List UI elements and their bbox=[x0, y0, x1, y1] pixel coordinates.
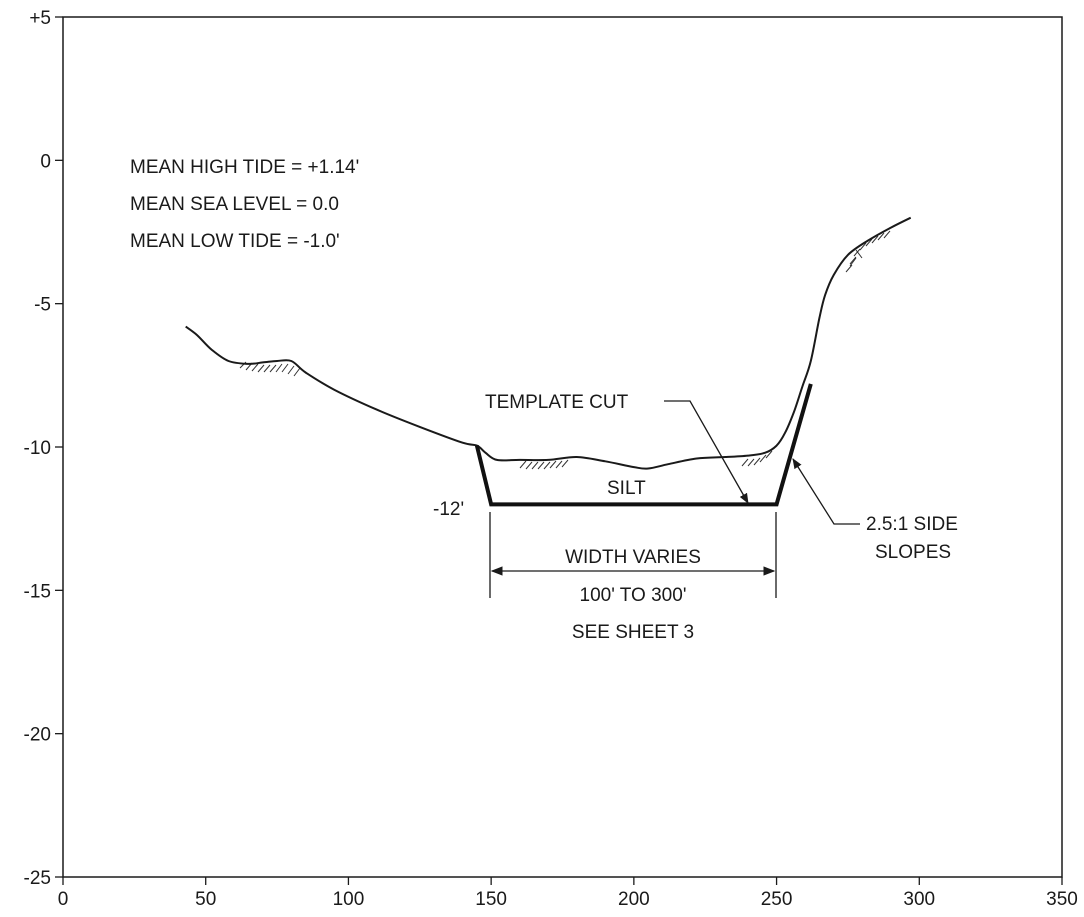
x-axis-ticks: 0 50 100 150 200 250 300 350 bbox=[58, 877, 1078, 910]
existing-ground-profile bbox=[185, 216, 912, 470]
note-mean-sea-level: MEAN SEA LEVEL = 0.0 bbox=[130, 194, 339, 215]
x-tick-label: 150 bbox=[475, 889, 507, 910]
y-tick-label: -20 bbox=[24, 725, 51, 746]
note-mean-high-tide: MEAN HIGH TIDE = +1.14' bbox=[130, 157, 359, 178]
x-tick-label: 100 bbox=[333, 889, 365, 910]
plot-frame bbox=[62, 16, 1063, 878]
y-tick-label: 0 bbox=[40, 151, 51, 172]
width-label-line3: SEE SHEET 3 bbox=[572, 622, 694, 643]
y-tick-label: -5 bbox=[34, 295, 51, 316]
x-tick-label: 250 bbox=[761, 889, 793, 910]
side-slopes-label-line2: SLOPES bbox=[875, 542, 951, 563]
ground-hatching bbox=[239, 230, 891, 470]
width-dimension bbox=[489, 512, 777, 598]
template-cut-outline bbox=[474, 383, 813, 507]
x-tick-label: 0 bbox=[58, 889, 69, 910]
y-tick-label: -15 bbox=[24, 581, 51, 602]
y-axis-ticks: +5 0 -5 -10 -15 -20 -25 bbox=[24, 8, 63, 889]
side-slopes-label-line1: 2.5:1 SIDE bbox=[866, 514, 958, 535]
note-mean-low-tide: MEAN LOW TIDE = -1.0' bbox=[130, 231, 340, 252]
side-slopes-leader bbox=[792, 458, 860, 525]
template-cut-leader bbox=[664, 400, 749, 504]
x-tick-label: 50 bbox=[195, 889, 216, 910]
y-tick-label: +5 bbox=[29, 8, 51, 29]
x-tick-label: 350 bbox=[1046, 889, 1078, 910]
width-label-line2: 100' TO 300' bbox=[580, 585, 687, 606]
depth-label: -12' bbox=[433, 499, 464, 520]
silt-label: SILT bbox=[607, 478, 646, 499]
y-tick-label: -10 bbox=[24, 438, 51, 459]
y-tick-label: -25 bbox=[24, 868, 51, 889]
template-cut-label: TEMPLATE CUT bbox=[485, 392, 629, 413]
width-label-line1: WIDTH VARIES bbox=[565, 547, 701, 568]
x-tick-label: 300 bbox=[903, 889, 935, 910]
x-tick-label: 200 bbox=[618, 889, 650, 910]
